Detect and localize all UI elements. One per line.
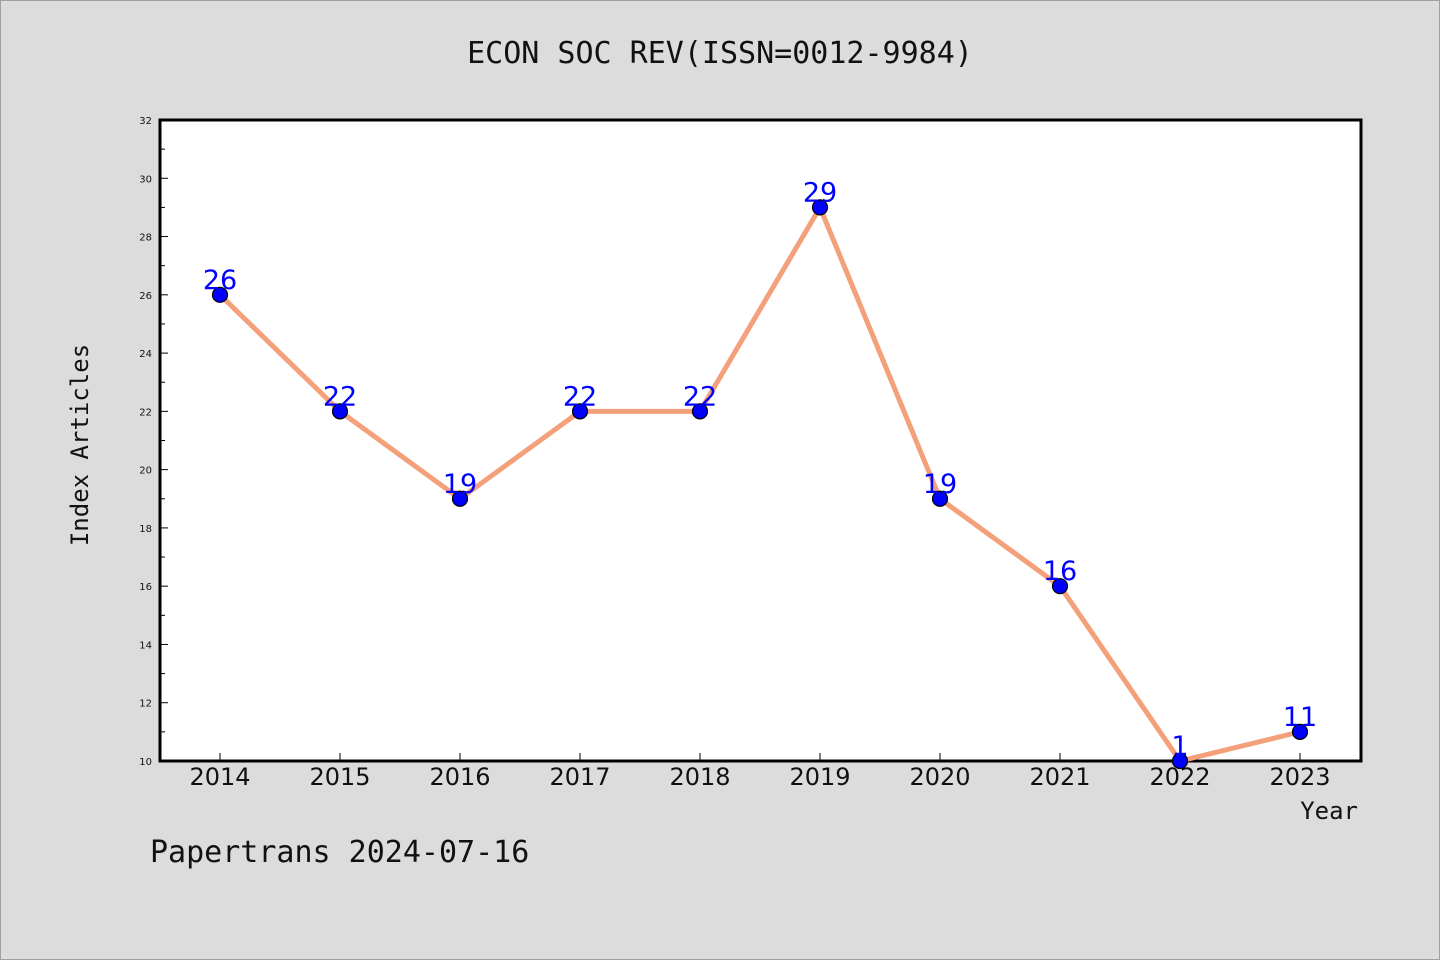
- data-label: 11: [1283, 702, 1317, 733]
- data-label: 29: [803, 177, 837, 208]
- y-tick-label: 26: [139, 291, 152, 302]
- data-point: [1051, 578, 1069, 595]
- data-point: [1171, 752, 1189, 770]
- data-point: [811, 199, 829, 216]
- data-point: [571, 403, 589, 420]
- x-tick-label: 2018: [669, 763, 730, 791]
- data-label: 22: [683, 381, 717, 412]
- series-layer: [211, 199, 1309, 770]
- data-point: [211, 286, 229, 303]
- data-point: [691, 403, 709, 420]
- x-tick-label: 2015: [309, 763, 370, 791]
- x-tick-label: 2019: [789, 763, 850, 791]
- y-tick-label: 10: [139, 757, 152, 768]
- x-tick-label: 2017: [549, 763, 610, 791]
- x-tick-label: 2014: [189, 763, 250, 791]
- data-label: 1: [1171, 731, 1188, 762]
- y-tick-label: 18: [139, 524, 152, 535]
- data-label: 19: [443, 469, 477, 500]
- x-tick-label: 2023: [1269, 763, 1330, 791]
- y-tick-label: 20: [139, 466, 152, 477]
- data-label: 22: [563, 381, 597, 412]
- x-tick-label: 2016: [429, 763, 490, 791]
- y-tick-label: 24: [139, 349, 152, 360]
- y-tick-label: 28: [139, 233, 152, 244]
- x-tick-label: 2020: [909, 763, 970, 791]
- y-tick-label: 16: [139, 582, 152, 593]
- series-line: [218, 204, 1301, 764]
- y-tick-label: 14: [139, 640, 152, 651]
- data-label: 22: [323, 381, 357, 412]
- data-label: 19: [923, 469, 957, 500]
- data-label: 26: [203, 265, 237, 296]
- y-tick-label: 32: [139, 116, 152, 127]
- y-tick-label: 12: [139, 699, 152, 710]
- y-tick-label: 30: [139, 174, 152, 185]
- y-axis: 10 12 14 16 18 20 22 24 26 28 30 32: [139, 116, 168, 768]
- chart-title: ECON SOC REV(ISSN=0012-9984): [467, 36, 973, 71]
- data-point: [451, 490, 469, 507]
- data-label: 16: [1043, 556, 1077, 587]
- plot-area: [158, 118, 1363, 763]
- footer-credit: Papertrans 2024-07-16: [150, 835, 530, 870]
- x-axis-label: Year: [1300, 797, 1358, 825]
- y-tick-label: 22: [139, 407, 152, 418]
- data-point: [331, 403, 349, 420]
- x-tick-label: 2021: [1029, 763, 1090, 791]
- data-point: [1291, 723, 1309, 740]
- data-point: [931, 490, 949, 507]
